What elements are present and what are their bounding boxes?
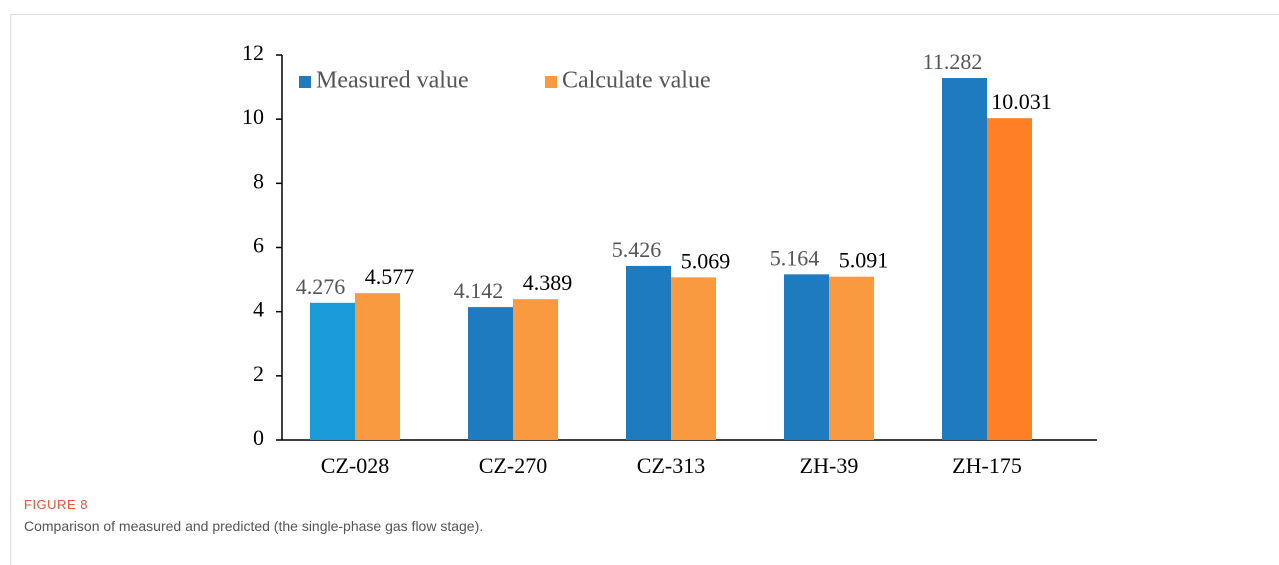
value-label: 11.282 <box>923 49 983 74</box>
legend-marker <box>545 76 557 88</box>
figure-label: FIGURE 8 <box>24 497 88 512</box>
y-tick-label: 6 <box>253 233 264 258</box>
value-label: 4.389 <box>523 270 573 295</box>
y-tick-label: 2 <box>253 361 264 386</box>
value-label: 5.069 <box>681 248 731 273</box>
chart: Measured value Calculate value 0 2 4 6 8 10 12… <box>242 40 1097 478</box>
bar <box>942 78 987 441</box>
x-tick-label: CZ-313 <box>637 453 705 478</box>
bar <box>310 302 355 440</box>
y-tick-label: 10 <box>242 104 264 129</box>
value-label: 4.142 <box>454 278 504 303</box>
legend-marker <box>299 76 311 88</box>
legend-label: Calculate value <box>562 68 711 94</box>
x-tick-label: ZH-39 <box>800 453 859 478</box>
bar <box>829 276 874 440</box>
y-tick-label: 12 <box>242 40 264 65</box>
bar <box>626 265 671 440</box>
figure-caption: Comparison of measured and predicted (th… <box>24 518 484 534</box>
value-label: 5.091 <box>839 248 889 273</box>
legend-label: Measured value <box>316 68 469 94</box>
figure-frame <box>10 14 1279 565</box>
bar <box>355 293 400 440</box>
y-tick-label: 0 <box>253 425 264 450</box>
bar <box>513 299 558 440</box>
x-tick-label: ZH-175 <box>952 453 1022 478</box>
value-label: 5.426 <box>612 237 662 262</box>
value-label: 4.276 <box>296 274 346 299</box>
x-tick-label: CZ-270 <box>479 453 547 478</box>
bar <box>987 118 1032 440</box>
y-tick-label: 4 <box>253 297 264 322</box>
value-label: 5.164 <box>770 245 820 270</box>
bar <box>468 307 513 440</box>
x-tick-label: CZ-028 <box>321 453 389 478</box>
value-label: 10.031 <box>991 89 1052 114</box>
value-label: 4.577 <box>365 264 415 289</box>
y-tick-label: 8 <box>253 168 264 193</box>
bar <box>671 277 716 440</box>
bar <box>784 274 829 440</box>
